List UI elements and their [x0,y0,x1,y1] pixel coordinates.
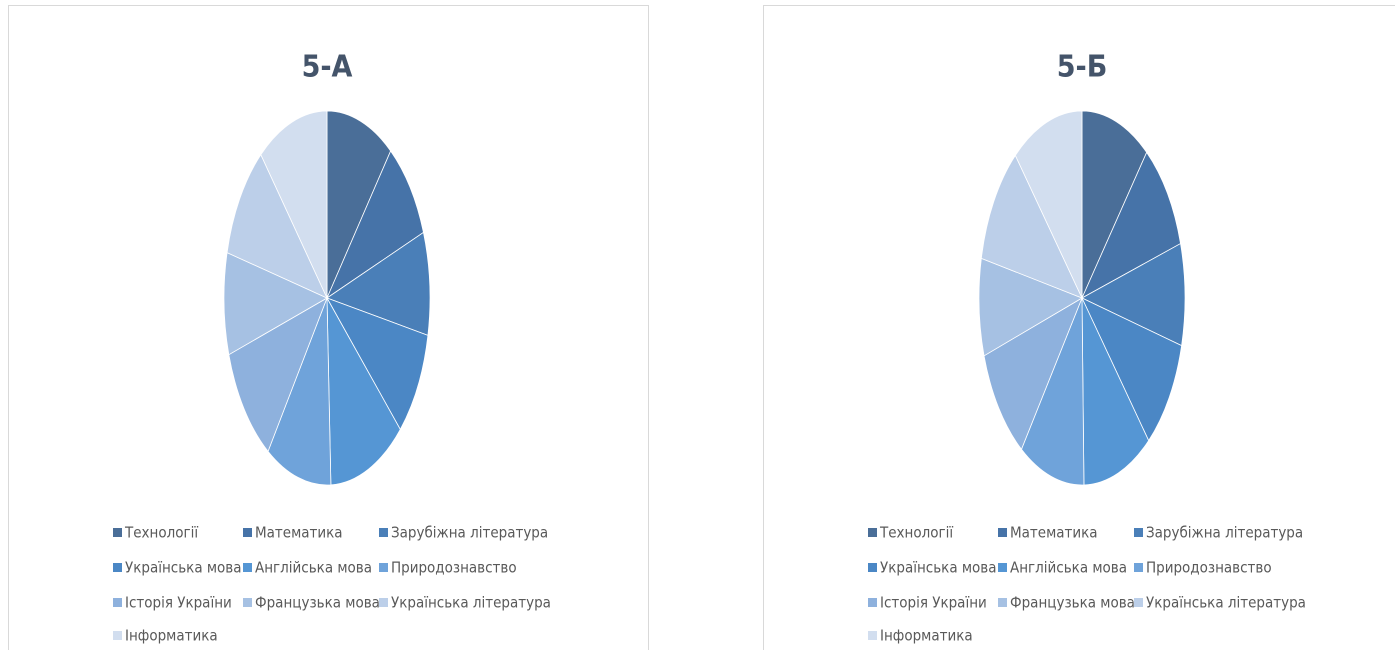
legend-label: Англійська мова [1010,559,1127,577]
legend-swatch [113,563,122,572]
legend-label: Французька мова [255,594,380,612]
legend-label: Інформатика [880,627,973,645]
pie-slice [1021,297,1085,486]
legend-label: Зарубіжна література [1146,524,1303,542]
legend-label: Математика [255,524,343,542]
legend-swatch [243,528,252,537]
legend-swatch [379,598,388,607]
legend-swatch [998,598,1007,607]
legend-label: Технології [879,524,953,542]
legend-label: Зарубіжна література [391,524,548,542]
pie-slice [223,252,328,356]
pie-slice [326,231,431,336]
pie-slice [267,297,332,486]
legend-label: Французька мова [1010,594,1135,612]
pie-slice [1081,297,1183,442]
legend-label: Природознавство [1146,559,1272,577]
legend-label: Українська література [1146,594,1306,612]
legend-label: Природознавство [391,559,517,577]
legend-swatch [868,563,877,572]
pie-slice [226,153,328,299]
pie-slice [326,297,401,486]
pie-slice [978,257,1083,357]
legend-swatch [243,598,252,607]
legend-label: Українська мова [880,559,997,577]
pie-slice [980,154,1083,299]
legend-swatch [113,631,122,640]
legend-label: Українська література [391,594,551,612]
legend-label: Технології [124,524,198,542]
legend-swatch [868,528,877,537]
pie-slice [983,297,1083,451]
legend-swatch [1134,598,1143,607]
pie-slice [326,110,392,299]
chart-title: 5-А [302,50,353,85]
legend-swatch [868,631,877,640]
legend-label: Українська мова [125,559,242,577]
legend-swatch [998,528,1007,537]
pie-slice [326,150,424,300]
pie-slice [1081,242,1186,347]
legend-label: Історія України [125,594,232,612]
chart-title: 5-Б [1057,50,1108,85]
legend-swatch [379,563,388,572]
legend-swatch [868,598,877,607]
legend-label: Англійська мова [255,559,372,577]
pie-slice [1081,297,1150,486]
legend-swatch [379,528,388,537]
pie-slice [260,110,328,299]
pie-slice [1081,151,1181,299]
legend-swatch [243,563,252,572]
legend-swatch [113,528,122,537]
legend-swatch [1134,528,1143,537]
pie-slice [1014,110,1083,299]
legend-label: Історія України [880,594,987,612]
legend-label: Математика [1010,524,1098,542]
pie-slice [228,297,328,453]
legend-swatch [113,598,122,607]
pie-slice [1081,110,1148,299]
legend-swatch [998,563,1007,572]
legend-swatch [1134,563,1143,572]
pie-slice [326,297,429,431]
legend-label: Інформатика [125,627,218,645]
